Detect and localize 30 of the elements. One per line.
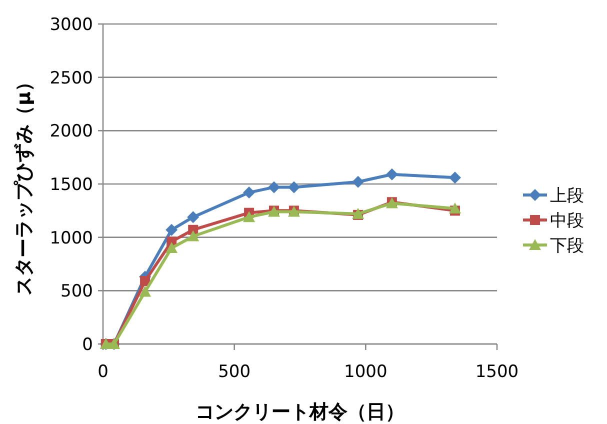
point [288,181,300,194]
y-tick-label: 1000 [50,228,93,248]
y-tick-label: 0 [82,335,93,355]
point [187,211,200,224]
point [166,242,178,253]
point [243,186,256,199]
y-tick-label: 3000 [50,15,93,35]
point [448,202,461,214]
x-axis-title: コンクリート材令（日） [196,401,404,423]
x-tick-label: 0 [98,362,108,382]
y-axis-title: スターラップひずみ（μ） [13,72,35,296]
point [243,211,256,222]
point [139,286,152,297]
point [448,172,461,184]
legend-label: 中段 [550,211,584,231]
point [268,181,280,194]
point [386,168,398,180]
point [187,230,200,242]
point [166,224,178,236]
point [140,276,150,286]
x-tick-label: 500 [218,362,251,382]
legend-label: 下段 [550,236,584,256]
x-tick-label: 1000 [344,362,388,382]
y-tick-label: 2500 [50,68,93,88]
point [352,176,364,188]
y-tick-label: 1500 [50,175,93,195]
legend-label: 上段 [550,186,584,206]
y-tick-label: 2000 [50,122,93,142]
y-tick-label: 500 [60,282,93,302]
x-tick-label: 1500 [475,362,519,382]
